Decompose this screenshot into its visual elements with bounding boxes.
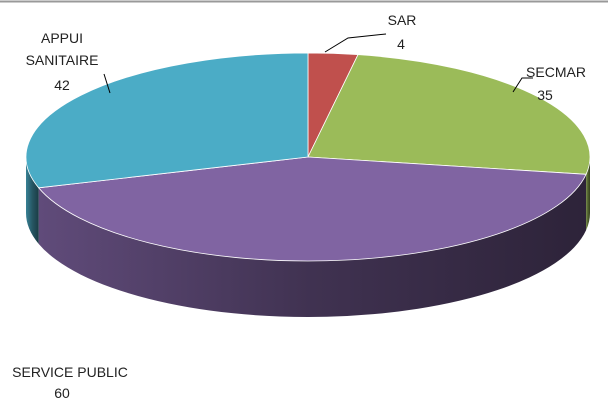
leader-line xyxy=(103,73,111,94)
slice xyxy=(25,52,309,189)
pie xyxy=(25,52,591,317)
slice-label: APPUI SANITAIRE xyxy=(25,30,99,68)
slice-side xyxy=(586,157,590,231)
slice-value: 4 xyxy=(397,36,405,52)
slice-value: 60 xyxy=(54,385,70,400)
slice-value: 35 xyxy=(537,87,553,103)
slice-side xyxy=(26,157,39,244)
leader-line xyxy=(512,77,533,93)
slice xyxy=(37,156,587,262)
slice-value: 42 xyxy=(54,77,70,93)
leader-line xyxy=(324,33,387,53)
slice-label: SECMAR xyxy=(526,64,586,80)
slice-side xyxy=(38,174,587,317)
slice-label: SAR xyxy=(387,12,417,28)
slice xyxy=(307,54,591,175)
slice-label: SERVICE PUBLIC xyxy=(12,364,128,380)
